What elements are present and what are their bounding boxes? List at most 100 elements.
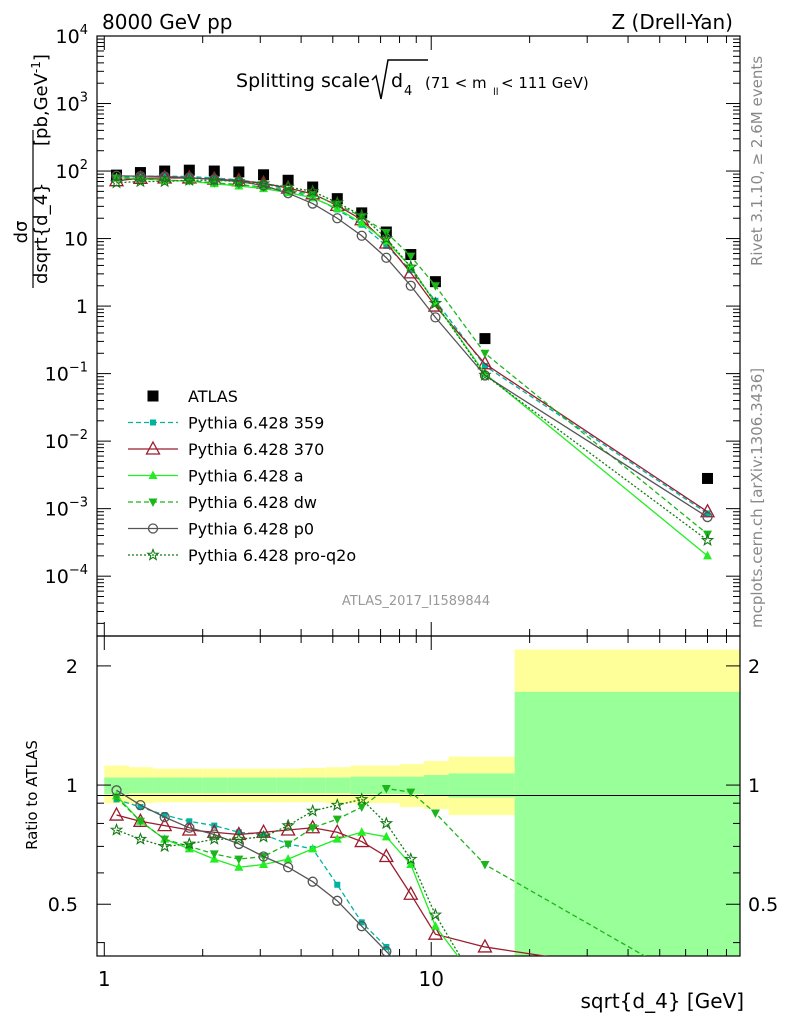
data-point [332, 834, 342, 843]
data-point [182, 173, 197, 186]
band-inner-bin [251, 777, 277, 793]
data-point [429, 276, 441, 288]
band-inner-bin [325, 777, 351, 793]
data-point [334, 881, 341, 888]
data-point [256, 176, 271, 190]
legend-entry-p370: Pythia 6.428 370 [128, 440, 324, 459]
data-point [356, 230, 367, 241]
data-point [405, 280, 416, 291]
data-point [308, 843, 318, 853]
data-point [700, 533, 715, 547]
data-point [132, 812, 149, 827]
title-main: Splitting scale [236, 70, 370, 92]
y-tick-label: 102 [56, 158, 88, 183]
series-line-p370 [116, 177, 708, 513]
band-inner-bin [227, 777, 252, 793]
legend-label: Pythia 6.428 dw [188, 493, 317, 512]
data-point [481, 362, 488, 369]
data-point [137, 804, 144, 811]
data-point [112, 794, 122, 803]
data-point [332, 815, 342, 825]
data-point [133, 832, 148, 845]
x-tick-label: 10 [418, 967, 443, 991]
data-point [478, 368, 492, 381]
process-label: Z (Drell-Yan) [611, 10, 733, 34]
data-point [145, 440, 161, 455]
data-point [704, 510, 711, 517]
data-point [308, 824, 318, 833]
data-point [260, 831, 267, 838]
title-range-sub: ll [493, 87, 499, 98]
data-point [283, 840, 293, 849]
data-point [357, 827, 367, 836]
data-point [381, 946, 392, 956]
legend-label: Pythia 6.428 pro-q2o [188, 546, 356, 565]
data-point [207, 173, 222, 187]
data-point [406, 859, 416, 869]
ratio-series-p0 [111, 785, 392, 956]
series-line-p359 [116, 175, 708, 514]
data-point [258, 180, 269, 191]
data-point [111, 785, 122, 796]
band-inner-bin [153, 777, 178, 793]
series-p359 [113, 173, 711, 517]
y-tick-label: 103 [56, 91, 88, 116]
data-point [305, 803, 320, 817]
data-point [703, 550, 713, 560]
data-point [427, 925, 444, 940]
data-point [186, 818, 193, 825]
data-point [383, 242, 390, 249]
ratio-series-dw [112, 785, 646, 956]
data-point [432, 1020, 438, 1024]
legend-label: ATLAS [188, 387, 238, 406]
side-label-bottom: mcplots.cern.ch [arXiv:1306.3436] [748, 368, 766, 628]
y-label-numerator: dσ [11, 221, 32, 244]
legend-entry-p0: Pythia 6.428 p0 [128, 520, 314, 539]
data-point [232, 174, 246, 188]
data-point [157, 817, 173, 832]
data-point [135, 175, 145, 184]
ratio-y-tick-label-right: 1 [748, 775, 760, 797]
data-point [406, 252, 416, 262]
y-tick-label: 10−3 [45, 496, 88, 521]
data-point [133, 174, 148, 188]
legend: ATLAS Pythia 6.428 359 Pythia 6.428 370 Pyt… [128, 387, 356, 565]
data-point [182, 836, 197, 850]
data-point [480, 349, 490, 359]
ratio-line-a [116, 795, 459, 956]
ratio-series-a [112, 790, 489, 996]
data-point [235, 176, 242, 183]
series-line-proq2o [116, 179, 708, 541]
data-point [147, 523, 159, 534]
data-point [378, 848, 394, 863]
data-point [428, 907, 443, 921]
ratio-y-tick-label: 2 [66, 656, 78, 678]
series-proq2o [109, 173, 715, 547]
y-tick-label: 10−1 [45, 361, 88, 386]
x-axis-label: sqrt{d_4} [GeV] [581, 989, 745, 1013]
title-var: d [391, 70, 403, 92]
y-tick-label: 104 [56, 23, 88, 48]
data-point [479, 333, 491, 345]
data-point [258, 851, 269, 862]
data-point [702, 511, 713, 523]
data-point [480, 861, 490, 870]
legend-label: Pythia 6.428 p0 [188, 520, 314, 539]
series-atlas [111, 164, 714, 484]
y-label-denominator: dsqrt{d_4} [31, 183, 52, 284]
legend-label: Pythia 6.428 359 [188, 414, 324, 433]
data-point [161, 812, 168, 819]
ratio-line-dw [116, 787, 646, 956]
data-point [430, 312, 441, 323]
ratio-line-proq2o [116, 798, 461, 956]
legend-label: Pythia 6.428 a [188, 467, 304, 486]
series-p0 [111, 170, 713, 523]
ratio-line-p359 [116, 798, 392, 956]
data-point [480, 987, 489, 996]
data-point [207, 832, 222, 845]
data-point [403, 885, 419, 900]
data-point [330, 798, 344, 811]
legend-entry-a: Pythia 6.428 a [128, 467, 304, 486]
data-point [307, 876, 318, 887]
